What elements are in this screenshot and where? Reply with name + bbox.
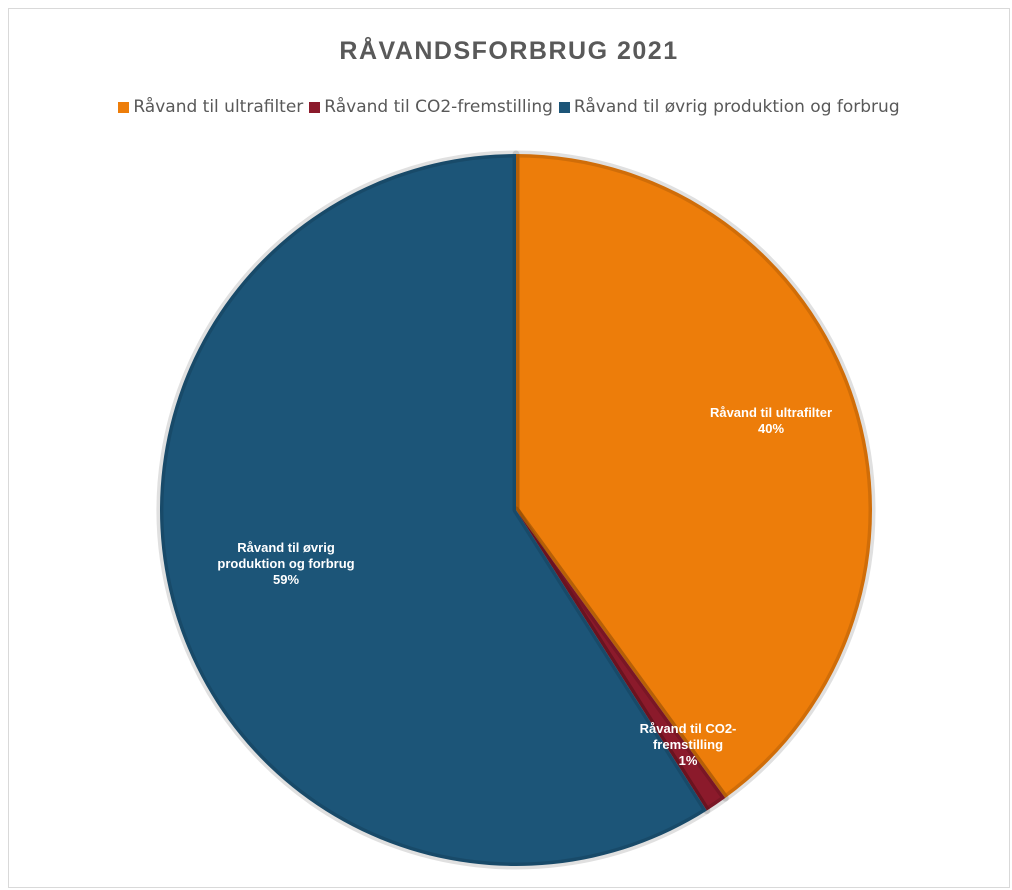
pie-labels: Råvand til ultrafilter 40% Råvand til CO2-… <box>217 405 832 768</box>
legend-swatch-ultrafilter <box>118 101 130 113</box>
pie-slice-co2[interactable] <box>512 506 729 815</box>
chart-legend: Råvand til ultrafilter Råvand til CO2-fr… <box>9 97 1009 117</box>
chart-title: RÅVANDSFORBRUG 2021 <box>339 37 679 65</box>
legend-label-other: Råvand til øvrig produktion og forbrug <box>573 97 900 117</box>
pie-slice-other[interactable] <box>156 150 711 870</box>
legend-label-co2: Råvand til CO2-fremstilling <box>324 97 553 117</box>
data-label-other: Råvand til øvrig produktion og forbrug 59% <box>217 540 354 587</box>
pie-slices <box>156 150 876 870</box>
data-label-co2: Råvand til CO2-fremstilling 1% <box>640 721 737 768</box>
legend-item-ultrafilter[interactable]: Råvand til ultrafilter <box>118 97 303 117</box>
legend-swatch-other <box>558 101 570 113</box>
data-label-ultrafilter: Råvand til ultrafilter 40% <box>710 405 832 436</box>
legend-swatch-co2 <box>309 101 321 113</box>
legend-item-other[interactable]: Råvand til øvrig produktion og forbrug <box>558 97 900 117</box>
legend-label-ultrafilter: Råvand til ultrafilter <box>133 97 304 117</box>
legend-item-co2[interactable]: Råvand til CO2-fremstilling <box>309 97 553 117</box>
pie-slice-ultrafilter[interactable] <box>512 150 876 802</box>
